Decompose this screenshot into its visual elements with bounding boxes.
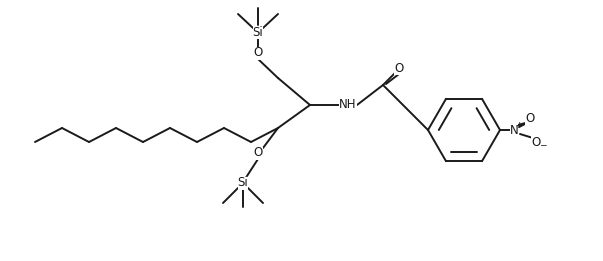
Text: −: −	[539, 140, 547, 150]
Text: +: +	[515, 121, 523, 129]
Text: O: O	[253, 146, 263, 159]
Text: Si: Si	[253, 26, 264, 39]
Text: Si: Si	[238, 176, 248, 189]
Text: N: N	[510, 123, 519, 137]
Text: NH: NH	[339, 98, 357, 111]
Text: O: O	[253, 46, 263, 60]
Text: O: O	[525, 111, 535, 124]
Text: O: O	[531, 135, 541, 149]
Text: O: O	[394, 62, 403, 74]
